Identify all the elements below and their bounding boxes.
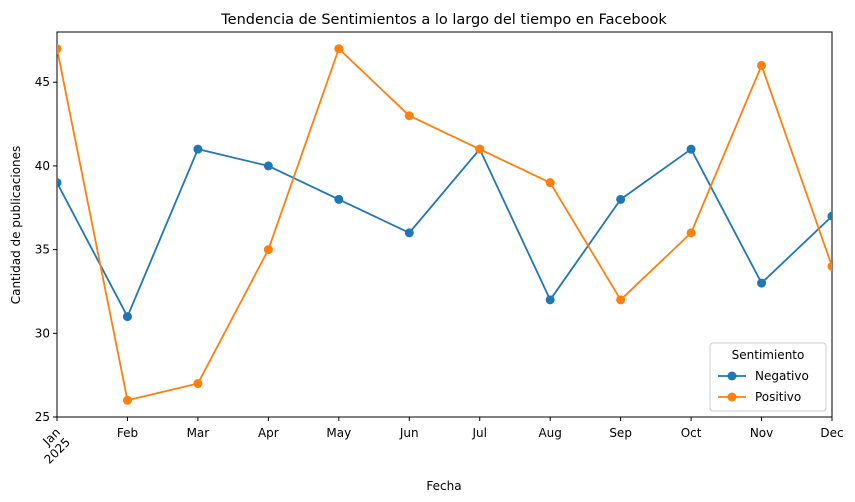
data-point-positivo — [616, 295, 626, 305]
data-point-negativo — [193, 144, 203, 154]
legend-title: Sentimiento — [732, 348, 805, 362]
data-point-negativo — [757, 278, 767, 288]
y-tick-label: 35 — [35, 243, 50, 257]
data-point-positivo — [686, 228, 696, 238]
y-tick-label: 30 — [35, 326, 50, 340]
data-point-positivo — [545, 178, 555, 188]
data-point-negativo — [57, 178, 62, 188]
x-tick-label: Aug — [538, 426, 561, 440]
data-point-negativo — [827, 211, 832, 221]
data-point-positivo — [404, 111, 414, 121]
data-point-negativo — [404, 228, 414, 238]
x-tick-label: Jul — [471, 426, 486, 440]
x-tick-label: Apr — [258, 426, 279, 440]
series-line-negativo — [57, 148, 832, 318]
data-point-positivo — [57, 44, 62, 54]
x-tick-label: May — [326, 426, 351, 440]
data-point-negativo — [616, 194, 626, 204]
data-point-positivo — [827, 261, 832, 271]
x-tick-label: Dec — [820, 426, 843, 440]
chart-title: Tendencia de Sentimientos a lo largo del… — [220, 12, 667, 28]
data-point-negativo — [686, 144, 696, 154]
x-tick-label: Jun — [399, 426, 419, 440]
data-point-positivo — [475, 144, 485, 154]
legend-marker-positivo — [727, 392, 737, 402]
data-point-positivo — [334, 44, 344, 54]
data-point-negativo — [122, 312, 132, 322]
x-tick-label: Oct — [681, 426, 702, 440]
x-axis-title: Fecha — [426, 479, 461, 493]
x-tick-label: Sep — [609, 426, 632, 440]
y-tick-label: 40 — [35, 159, 50, 173]
y-axis-title: Cantidad de publicaciones — [9, 146, 23, 305]
x-tick-label: Nov — [750, 426, 773, 440]
data-point-positivo — [757, 60, 767, 70]
legend: Sentimiento Negativo Positivo — [709, 342, 827, 412]
legend-label-positivo: Positivo — [755, 390, 801, 404]
series-positivo — [57, 44, 832, 405]
data-point-negativo — [545, 295, 555, 305]
y-tick-label: 45 — [35, 75, 50, 89]
y-tick-label: 25 — [35, 410, 50, 424]
series-negativo — [57, 144, 832, 322]
plot-frame — [56, 31, 833, 418]
legend-marker-negativo — [727, 371, 737, 381]
data-point-negativo — [263, 161, 273, 171]
data-point-negativo — [334, 194, 344, 204]
data-point-positivo — [263, 245, 273, 255]
data-point-positivo — [193, 379, 203, 389]
x-tick-label: Feb — [117, 426, 138, 440]
series-line-positivo — [57, 47, 832, 402]
x-tick-label: Mar — [187, 426, 210, 440]
legend-label-negativo: Negativo — [755, 369, 809, 383]
legend-box — [709, 342, 827, 412]
data-point-positivo — [122, 395, 132, 405]
